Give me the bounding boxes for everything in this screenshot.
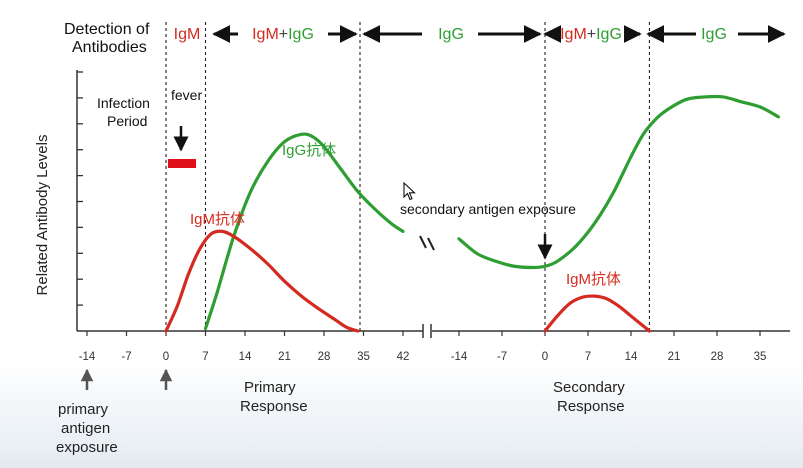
x-tick-label: 28 (711, 351, 724, 363)
phase-label: IgG (701, 26, 727, 43)
phase-label-part: IgM (174, 26, 201, 43)
x-tick-label: 21 (278, 351, 291, 363)
x-tick-label: -7 (121, 351, 131, 363)
fever-bar (168, 159, 196, 168)
primary-response-line2: Response (240, 398, 308, 415)
primary-exposure-line2: antigen (61, 420, 110, 437)
x-tick-label: 0 (542, 351, 548, 363)
series-group (164, 94, 781, 333)
x-tick-label: 35 (754, 351, 767, 363)
igg-curve-primary (203, 132, 405, 331)
x-tick-label: 0 (163, 351, 169, 363)
secondary-response-line2: Response (557, 398, 625, 415)
phase-label-part: + (279, 26, 288, 43)
x-tick-label: -14 (79, 351, 96, 363)
igg-antibody-label: IgG抗体 (282, 142, 336, 159)
x-tick-label: 14 (239, 351, 252, 363)
fever-label: fever (171, 87, 202, 103)
primary-exposure-line1: primary (58, 401, 109, 418)
x-tick-label: 28 (318, 351, 331, 363)
primary-exposure-line3: exposure (56, 439, 118, 456)
phase-label-part: IgG (438, 26, 464, 43)
igm-antibody-secondary-label: IgM抗体 (566, 271, 621, 288)
igm-curve-secondary (543, 294, 652, 333)
phase-label-part: IgG (701, 26, 727, 43)
x-tick-label: 14 (625, 351, 638, 363)
phase-label-part: IgG (288, 26, 314, 43)
phase-label-part: + (587, 26, 596, 43)
background-gradient (0, 360, 803, 468)
x-tick-label: 42 (397, 351, 410, 363)
igg-curve-break (419, 235, 427, 249)
phase-label: IgM+IgG (560, 26, 622, 43)
infection-period-line1: Infection (97, 95, 150, 111)
infection-period-line2: Period (107, 113, 147, 129)
header-title-line2: Antibodies (72, 39, 147, 56)
x-tick-label: 7 (585, 351, 591, 363)
phase-label-part: IgM (252, 26, 279, 43)
x-tick-label: 35 (357, 351, 370, 363)
phase-label-part: IgM (560, 26, 587, 43)
phase-label-part: IgG (596, 26, 622, 43)
secondary-exposure-label: secondary antigen exposure (400, 201, 576, 217)
phase-label: IgM+IgG (252, 26, 314, 43)
phase-label: IgG (438, 26, 464, 43)
phase-label: IgM (174, 26, 201, 43)
x-tick-label: -14 (451, 351, 468, 363)
igm-curve-primary (164, 229, 360, 333)
x-tick-label: -7 (497, 351, 507, 363)
x-tick-label: 7 (202, 351, 208, 363)
mouse-cursor-icon (403, 182, 416, 201)
header-title-line1: Detection of (64, 21, 150, 38)
primary-response-line1: Primary (244, 379, 296, 396)
igg-curve-break (427, 237, 435, 251)
y-axis-label: Related Antibody Levels (34, 135, 51, 296)
igm-antibody-primary-label: IgM抗体 (190, 211, 245, 228)
axes: -14 -7 0 7 14 21 28 35 42 -14 -7 0 7 14 21 28 35 (76, 70, 790, 363)
igg-curve-secondary (457, 94, 781, 270)
secondary-response-line1: Secondary (553, 379, 625, 396)
phase-labels: IgM IgM+IgG IgG IgM+IgG IgG (174, 26, 727, 43)
x-tick-label: 21 (668, 351, 681, 363)
